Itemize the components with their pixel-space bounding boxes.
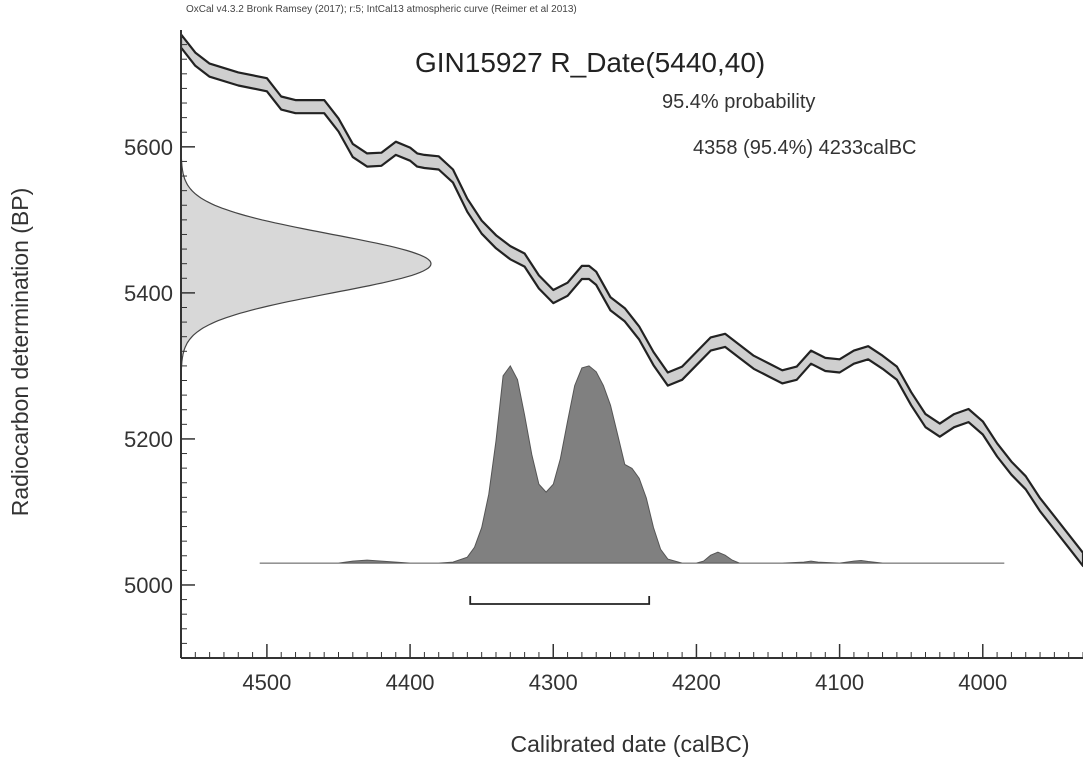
- y-tick-label: 5400: [124, 281, 173, 306]
- radiocarbon-distribution: [181, 146, 432, 382]
- x-tick-label: 4100: [815, 670, 864, 695]
- y-tick-label: 5200: [124, 427, 173, 452]
- calibrated-distribution: [259, 364, 1005, 564]
- x-tick-label: 4000: [958, 670, 1007, 695]
- software-credit-line: OxCal v4.3.2 Bronk Ramsey (2017); r:5; I…: [186, 4, 577, 15]
- axes: 4500 4400 4300 4200 4100 4000 5000 5200 5400 5600: [124, 30, 1083, 695]
- x-tick-label: 4500: [242, 670, 291, 695]
- y-tick-label: 5600: [124, 135, 173, 160]
- x-tick-label: 4300: [529, 670, 578, 695]
- calibration-curve-band: [181, 33, 1083, 568]
- calibrated-range-text: 4358 (95.4%) 4233calBC: [693, 137, 916, 159]
- plot-content: [181, 33, 1083, 605]
- y-tick-label: 5000: [124, 573, 173, 598]
- range-bracket: [469, 596, 651, 605]
- x-axis-title: Calibrated date (calBC): [510, 731, 749, 757]
- probability-label: 95.4% probability: [662, 91, 815, 113]
- chart-title: GIN15927 R_Date(5440,40): [415, 47, 765, 78]
- x-tick-label: 4200: [672, 670, 721, 695]
- plot-area: [181, 33, 1083, 605]
- y-axis-title: Radiocarbon determination (BP): [7, 188, 33, 517]
- x-tick-label: 4400: [386, 670, 435, 695]
